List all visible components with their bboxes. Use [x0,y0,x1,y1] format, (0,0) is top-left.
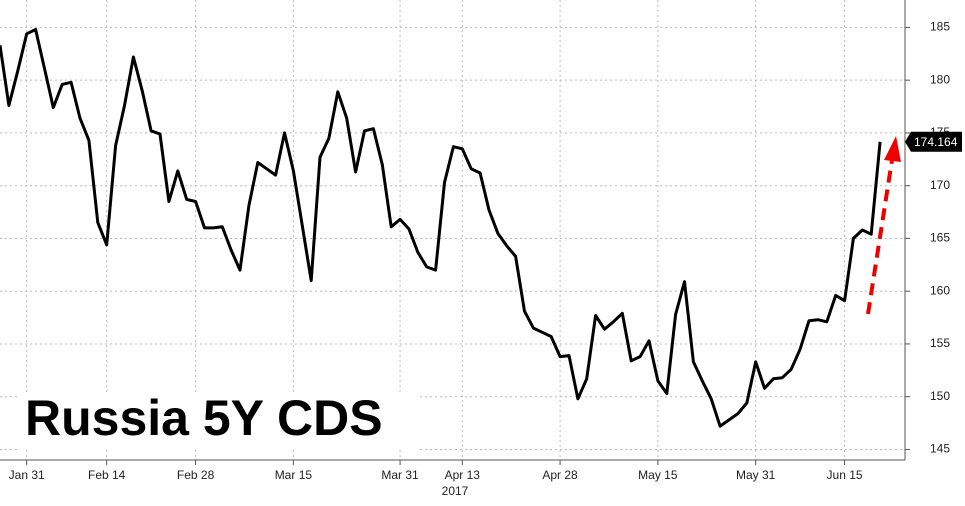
line [0,28,882,428]
y-tick-label: 170 [930,178,950,192]
x-tick-label: May 31 [736,468,776,482]
y-tick-label: 155 [930,336,950,350]
arrow-shaft [866,159,894,315]
x-tick-label: Mar 15 [275,468,313,482]
y-tick-label: 165 [930,231,950,245]
x-axis-label: 2017 [442,484,469,498]
x-tick-label: Feb 28 [177,468,215,482]
title-box [18,392,418,450]
plot [0,28,882,428]
last-value-label: 174.164 [914,135,958,149]
x-tick-label: Feb 14 [88,468,126,482]
x-tick-label: Mar 31 [381,468,419,482]
last-value-box [905,131,962,152]
y-tick-label: 150 [930,389,950,403]
y-tick-label: 185 [930,20,950,34]
chart-title: Russia 5Y CDS [25,390,383,446]
y-tick-label: 145 [930,442,950,456]
x-tick-label: May 15 [638,468,678,482]
x-tick-label: Jan 31 [9,468,45,482]
x-tick-label: Apr 13 [445,468,481,482]
annotation-arrow [866,136,901,315]
x-tick-label: Apr 28 [542,468,578,482]
y-tick-label: 160 [930,283,950,297]
y-tick-label: 180 [930,72,950,86]
x-tick-label: Jun 15 [827,468,863,482]
arrow-head [884,136,901,162]
